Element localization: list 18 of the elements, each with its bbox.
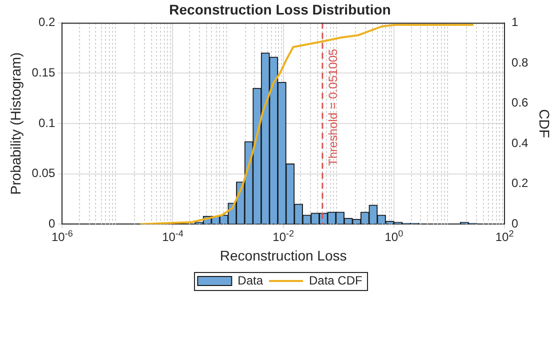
y2-axis-title: CDF	[536, 109, 553, 138]
y2-tick-label: 0.6	[512, 96, 529, 110]
legend-label: Data CDF	[309, 273, 362, 288]
y2-tick-label: 1	[512, 15, 519, 30]
ref-line-label: Threshold = 0.051005	[326, 48, 340, 166]
y-tick-label: 0.15	[32, 65, 56, 80]
y2-tick-label: 0.8	[512, 55, 529, 70]
y2-tick-label: 0	[512, 216, 519, 231]
y2-tick-label: 0.2	[512, 176, 529, 190]
y-axis-title: Probability (Histogram)	[7, 52, 24, 195]
chart-title: Reconstruction Loss Distribution	[169, 1, 391, 18]
y-tick-label: 0	[48, 216, 56, 231]
y-tick-label: 0.05	[32, 166, 56, 180]
x-axis-title: Reconstruction Loss	[220, 247, 347, 264]
y2-tick-label: 0.4	[512, 136, 529, 150]
legend-label: Data	[238, 273, 264, 288]
y-tick-label: 0.1	[38, 116, 56, 130]
y-tick-label: 0.2	[38, 15, 56, 30]
